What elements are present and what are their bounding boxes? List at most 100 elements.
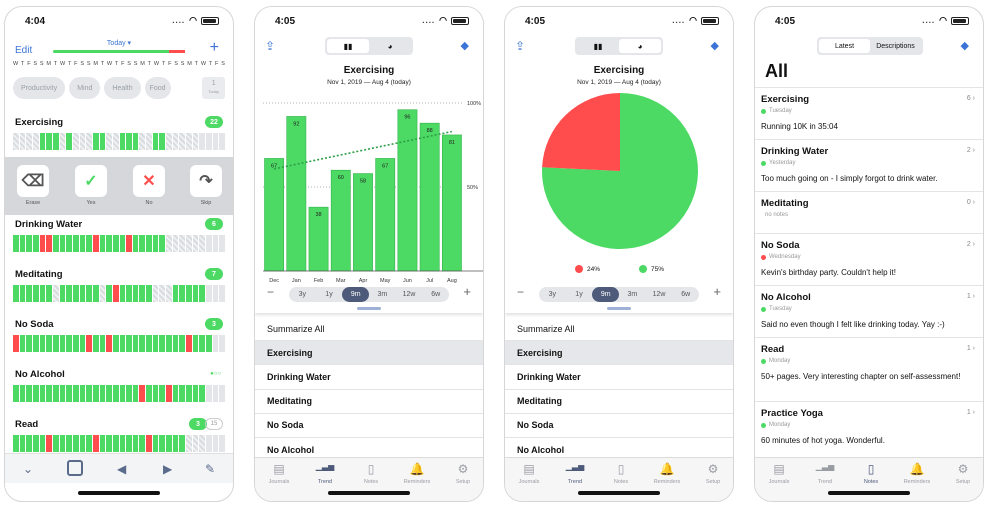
- day-cell[interactable]: [152, 285, 159, 302]
- day-cell[interactable]: [152, 235, 159, 252]
- day-cell[interactable]: [152, 385, 159, 402]
- day-cell[interactable]: [92, 335, 99, 352]
- day-cell[interactable]: [199, 235, 206, 252]
- day-cell[interactable]: [192, 435, 199, 452]
- edit-button[interactable]: Edit: [15, 45, 33, 56]
- day-cell[interactable]: [152, 335, 159, 352]
- day-cell[interactable]: [106, 133, 112, 150]
- day-cell[interactable]: [166, 435, 172, 452]
- day-cell[interactable]: [72, 385, 79, 402]
- zoom-out-icon[interactable]: −: [517, 285, 525, 299]
- day-cell[interactable]: [106, 435, 112, 452]
- tab-descriptions[interactable]: Descriptions: [876, 42, 915, 50]
- note-item[interactable]: Drinking Water 2 › Yesterday Too much going…: [755, 139, 983, 191]
- range-3y[interactable]: 3y: [298, 291, 307, 298]
- day-cell[interactable]: [66, 235, 72, 252]
- day-cell[interactable]: [13, 435, 19, 452]
- day-cell[interactable]: [159, 235, 166, 252]
- day-cell[interactable]: [199, 133, 206, 150]
- day-cell[interactable]: [92, 235, 99, 252]
- tab-journals[interactable]: ▤ Journals: [759, 462, 799, 485]
- day-cell[interactable]: [52, 285, 59, 302]
- tag-icon[interactable]: ◆: [710, 40, 719, 52]
- day-cell[interactable]: [119, 235, 126, 252]
- list-item[interactable]: Meditating: [255, 390, 483, 414]
- day-cell[interactable]: [59, 435, 66, 452]
- tab-reminders[interactable]: 🔔 Reminders: [897, 462, 937, 485]
- list-item[interactable]: Summarize All: [505, 317, 733, 342]
- day-cell[interactable]: [112, 285, 119, 302]
- day-cell[interactable]: [146, 133, 152, 150]
- category-mind[interactable]: Mind: [69, 77, 101, 99]
- zoom-in-icon[interactable]: +: [713, 284, 721, 299]
- add-button[interactable]: +: [209, 39, 219, 56]
- day-cell[interactable]: [212, 435, 219, 452]
- today-box[interactable]: 1 Today: [202, 77, 225, 99]
- day-cell[interactable]: [112, 335, 119, 352]
- habit-no-soda[interactable]: No Soda 3: [13, 318, 225, 367]
- day-cell[interactable]: [66, 133, 72, 150]
- tag-icon[interactable]: ◆: [460, 40, 469, 52]
- category-productivity[interactable]: Productivity: [13, 77, 66, 99]
- day-cell[interactable]: [166, 235, 172, 252]
- bar-chart-icon[interactable]: ▮▮: [593, 41, 603, 51]
- day-cell[interactable]: [86, 385, 92, 402]
- day-cell[interactable]: [72, 285, 79, 302]
- day-cell[interactable]: [26, 435, 32, 452]
- range-12w[interactable]: 12w: [652, 291, 666, 298]
- day-cell[interactable]: [79, 235, 86, 252]
- day-cell[interactable]: [112, 133, 119, 150]
- day-cell[interactable]: [119, 285, 126, 302]
- tab-journals[interactable]: ▤ Journals: [259, 462, 299, 485]
- tab-trend[interactable]: ▁▃▅ Trend: [305, 462, 345, 485]
- day-cell[interactable]: [59, 133, 66, 150]
- day-cell[interactable]: [79, 335, 86, 352]
- list-item[interactable]: Drinking Water: [255, 365, 483, 390]
- day-cell[interactable]: [219, 285, 225, 302]
- day-cell[interactable]: [13, 335, 19, 352]
- share-icon[interactable]: ⇪: [265, 39, 276, 53]
- range-3y[interactable]: 3y: [548, 291, 557, 298]
- day-cell[interactable]: [66, 285, 72, 302]
- day-cell[interactable]: [39, 285, 46, 302]
- day-cell[interactable]: [112, 435, 119, 452]
- day-cell[interactable]: [172, 435, 179, 452]
- day-cell[interactable]: [59, 385, 66, 402]
- pie-chart-icon[interactable]: ◕: [387, 41, 393, 51]
- day-cell[interactable]: [219, 385, 225, 402]
- day-cell[interactable]: [106, 235, 112, 252]
- day-cell[interactable]: [99, 385, 106, 402]
- day-cell[interactable]: [199, 285, 206, 302]
- share-icon[interactable]: ⇪: [515, 39, 526, 53]
- range-1y[interactable]: 1y: [575, 291, 583, 298]
- day-cell[interactable]: [99, 133, 106, 150]
- day-cell[interactable]: [132, 235, 139, 252]
- day-cell[interactable]: [26, 335, 32, 352]
- day-cell[interactable]: [186, 435, 192, 452]
- habit-strip[interactable]: [13, 435, 225, 452]
- day-cell[interactable]: [172, 133, 179, 150]
- day-cell[interactable]: [39, 435, 46, 452]
- day-cell[interactable]: [99, 335, 106, 352]
- tab-reminders[interactable]: 🔔 Reminders: [647, 462, 687, 485]
- tab-setup[interactable]: ⚙ Setup: [943, 462, 983, 485]
- day-cell[interactable]: [219, 335, 225, 352]
- day-cell[interactable]: [159, 385, 166, 402]
- habit-strip[interactable]: [13, 385, 225, 402]
- day-cell[interactable]: [119, 385, 126, 402]
- day-cell[interactable]: [119, 435, 126, 452]
- list-item[interactable]: Drinking Water: [505, 365, 733, 390]
- day-cell[interactable]: [106, 335, 112, 352]
- day-cell[interactable]: [46, 235, 52, 252]
- note-item[interactable]: Practice Yoga 1 › Monday 60 minutes of hot …: [755, 401, 983, 453]
- day-cell[interactable]: [179, 385, 186, 402]
- day-cell[interactable]: [86, 335, 92, 352]
- day-cell[interactable]: [192, 133, 199, 150]
- tab-trend[interactable]: ▁▃▅ Trend: [555, 462, 595, 485]
- day-cell[interactable]: [206, 385, 212, 402]
- range-9m[interactable]: 9m: [342, 287, 370, 302]
- day-cell[interactable]: [199, 335, 206, 352]
- day-cell[interactable]: [132, 335, 139, 352]
- day-cell[interactable]: [146, 385, 152, 402]
- day-cell[interactable]: [192, 235, 199, 252]
